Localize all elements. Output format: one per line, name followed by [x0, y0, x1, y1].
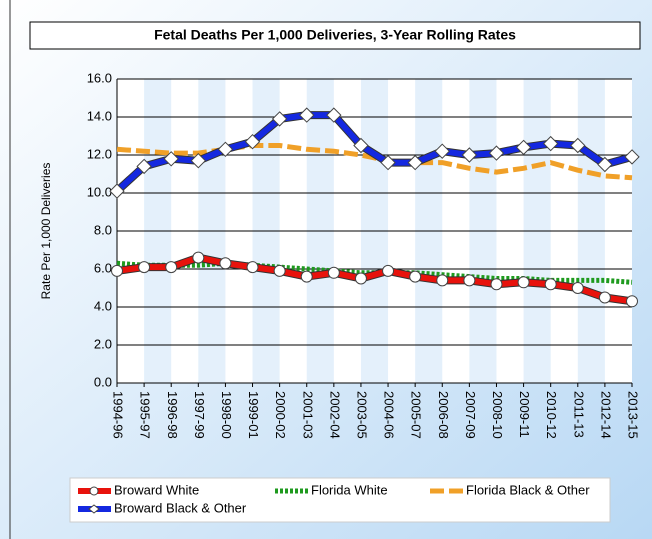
x-tick-label: 2009-11	[517, 391, 532, 438]
x-tick-label: 2004-06	[382, 391, 397, 439]
marker	[626, 295, 638, 308]
legend-label: Florida White	[311, 482, 388, 497]
marker	[271, 111, 288, 127]
y-tick-label: 2.0	[94, 336, 112, 351]
marker	[434, 143, 450, 159]
x-tick-label: 2010-12	[544, 391, 559, 439]
marker	[109, 183, 125, 199]
marker	[327, 266, 340, 279]
legend-label: Florida Black & Other	[466, 482, 590, 497]
marker	[515, 139, 532, 156]
legend-label: Broward White	[114, 482, 199, 497]
marker	[163, 151, 179, 167]
marker	[299, 107, 315, 123]
x-tick-label: 2000-02	[273, 391, 288, 439]
marker	[542, 135, 559, 152]
marker	[571, 282, 584, 294]
marker	[544, 278, 557, 291]
marker	[598, 291, 611, 304]
marker	[136, 158, 152, 175]
marker	[326, 107, 342, 123]
marker	[570, 137, 586, 154]
marker	[517, 276, 530, 289]
x-tick-label: 2007-09	[463, 391, 478, 439]
marker	[273, 264, 286, 277]
y-tick-label: 16.0	[87, 70, 112, 85]
x-tick-label: 2005-07	[409, 391, 424, 439]
marker	[382, 264, 395, 277]
marker	[463, 274, 476, 287]
y-tick-label: 0.0	[94, 374, 112, 389]
marker	[192, 251, 205, 264]
x-tick-label: 2013-15	[626, 391, 641, 439]
x-tick-label: 2001-03	[300, 391, 315, 439]
x-tick-label: 2006-08	[436, 391, 451, 439]
marker	[436, 274, 449, 287]
y-tick-label: 14.0	[87, 108, 112, 123]
y-tick-label: 12.0	[87, 146, 112, 161]
x-tick-label: 1998-00	[219, 391, 234, 439]
x-tick-label: 1995-97	[138, 391, 153, 439]
marker	[380, 154, 396, 171]
x-tick-label: 2012-14	[598, 391, 613, 439]
marker	[190, 152, 207, 169]
marker	[217, 141, 234, 158]
marker	[111, 264, 123, 277]
marker	[219, 257, 232, 270]
legend-box	[69, 477, 611, 523]
marker	[461, 147, 478, 163]
title-box	[29, 21, 641, 50]
legend-marker	[89, 486, 99, 496]
x-tick-label: 2003-05	[355, 391, 370, 439]
marker	[165, 261, 178, 274]
marker	[624, 149, 640, 165]
x-tick-label: 2008-10	[490, 391, 505, 439]
legend-label: Broward Black & Other	[114, 500, 247, 515]
marker	[138, 261, 151, 274]
x-tick-label: 2011-13	[571, 391, 586, 438]
y-tick-label: 4.0	[94, 298, 112, 313]
marker	[407, 154, 423, 171]
marker	[409, 270, 422, 283]
x-tick-label: 2002-04	[327, 391, 342, 439]
marker	[353, 137, 369, 154]
x-tick-label: 1999-01	[246, 391, 261, 439]
y-tick-label: 6.0	[94, 260, 112, 275]
y-tick-label: 10.0	[87, 184, 112, 199]
marker	[597, 156, 613, 173]
y-axis-title: Rate Per 1,000 Deliveries	[39, 163, 53, 300]
marker	[300, 270, 313, 283]
chart-title: Fetal Deaths Per 1,000 Deliveries, 3-Yea…	[154, 27, 516, 43]
marker	[246, 261, 259, 274]
marker	[490, 278, 503, 291]
marker	[488, 145, 505, 161]
y-tick-label: 8.0	[94, 222, 112, 237]
legend-marker	[88, 504, 100, 514]
marker	[244, 133, 261, 150]
x-tick-label: 1994-96	[111, 391, 126, 439]
x-tick-label: 1996-98	[165, 391, 180, 439]
x-tick-label: 1997-99	[192, 391, 207, 439]
marker	[354, 272, 367, 285]
